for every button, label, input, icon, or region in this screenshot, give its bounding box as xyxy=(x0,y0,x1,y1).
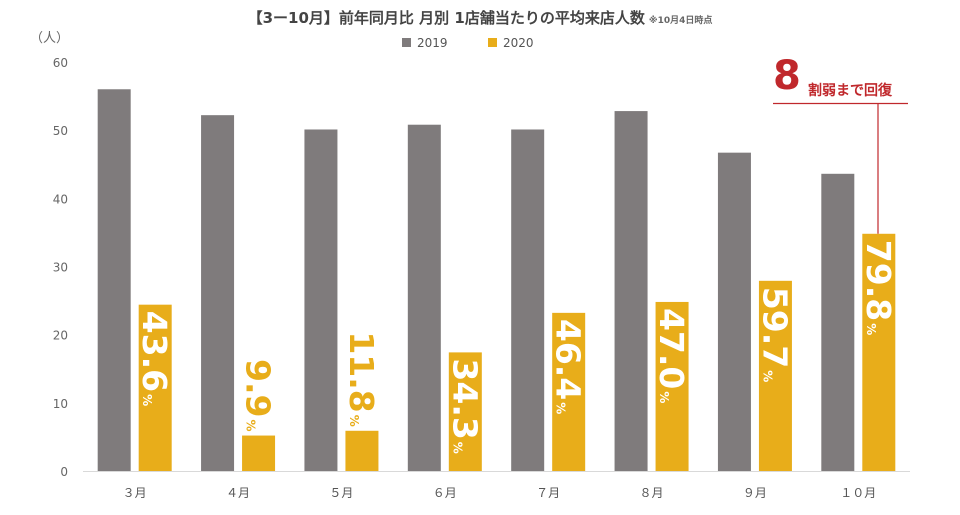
ratio-label-unit: % xyxy=(657,391,671,403)
x-tick-label: ３月 xyxy=(123,486,147,500)
bar-2020 xyxy=(242,435,276,471)
ratio-label: 43.6% xyxy=(135,311,174,406)
ratio-label: 11.8% xyxy=(342,331,381,426)
ratio-label: 47.0% xyxy=(652,308,691,403)
bar-2019 xyxy=(821,173,855,471)
ratio-label-unit: % xyxy=(347,415,361,427)
bar-2020 xyxy=(655,301,689,471)
y-tick-label: 40 xyxy=(53,192,68,206)
ratio-label-text: 43.6% xyxy=(135,311,174,406)
y-tick-label: 20 xyxy=(53,329,68,343)
legend-label: 2020 xyxy=(503,36,534,50)
legend-label: 2019 xyxy=(417,36,448,50)
bar-2019 xyxy=(201,115,235,472)
ratio-label-number: 46.4 xyxy=(549,319,588,400)
bar-2019 xyxy=(97,89,131,472)
bar-2020 xyxy=(862,233,896,471)
legend-swatch xyxy=(402,38,411,47)
ratio-label-number: 11.8 xyxy=(342,331,381,412)
recovery-callout: 8 割弱まで回復 xyxy=(773,53,908,234)
ratio-label-unit: % xyxy=(864,323,878,335)
bar-2019 xyxy=(304,129,338,472)
ratio-label-unit: % xyxy=(450,442,464,454)
legend: 2019 2020 xyxy=(402,36,534,50)
chart-title-note: ※10月4日時点 xyxy=(648,16,713,26)
x-axis: ３月 ４月 ５月 ６月 ７月 ８月 ９月 １０月 xyxy=(83,471,910,500)
y-tick-label: 30 xyxy=(53,261,68,275)
ratio-label-unit: % xyxy=(760,370,774,382)
x-tick-label: ６月 xyxy=(433,486,457,500)
chart-title: 【3ー10月】前年同月比 月別 1店舗当たりの平均来店人数 ※10月4日時点 xyxy=(0,7,960,28)
ratio-label: 79.8% xyxy=(859,240,898,335)
bar-2020 xyxy=(138,304,172,471)
ratio-label-number: 9.9 xyxy=(239,359,278,417)
y-tick-label: 60 xyxy=(53,56,68,70)
bar-2019 xyxy=(717,152,751,471)
ratio-label-number: 59.7 xyxy=(755,287,794,368)
y-axis: 0 10 20 30 40 50 60 xyxy=(53,56,68,479)
ratio-label-text: 46.4% xyxy=(549,319,588,414)
y-tick-label: 10 xyxy=(53,397,68,411)
bar-2020 xyxy=(552,312,586,471)
x-tick-label: １０月 xyxy=(840,486,876,500)
x-tick-label: ５月 xyxy=(329,486,353,500)
bar-2019 xyxy=(407,124,441,472)
ratio-label: 9.9% xyxy=(239,359,278,432)
ratio-label-text: 79.8% xyxy=(859,240,898,335)
x-tick-label: ８月 xyxy=(640,486,664,500)
y-axis-unit-label: （人） xyxy=(30,31,69,46)
bar-2019 xyxy=(614,111,648,471)
x-tick-label: ９月 xyxy=(743,486,767,500)
y-tick-label: 50 xyxy=(53,124,68,138)
ratio-label-number: 79.8 xyxy=(859,240,898,321)
callout-number: 8 xyxy=(773,53,801,99)
ratio-label: 34.3% xyxy=(445,358,484,453)
ratio-label-number: 43.6 xyxy=(135,311,174,392)
bar-2020 xyxy=(345,430,379,471)
ratio-label-number: 47.0 xyxy=(652,308,691,389)
ratio-label-unit: % xyxy=(554,402,568,414)
ratio-labels: 43.6% 9.9%11.8% 34.3%46.4%47.0%59.7%79.8% xyxy=(135,240,898,454)
x-tick-label: ７月 xyxy=(536,486,560,500)
ratio-label: 59.7% xyxy=(755,287,794,382)
ratio-label-text: 11.8% xyxy=(342,331,381,426)
ratio-label-text: 34.3% xyxy=(445,358,484,453)
x-tick-label: ４月 xyxy=(226,486,250,500)
bar-2019 xyxy=(511,129,545,472)
ratio-label-text: 59.7% xyxy=(755,287,794,382)
bars xyxy=(97,89,896,472)
y-tick-label: 0 xyxy=(60,465,68,479)
bar-2020 xyxy=(448,352,482,471)
callout-text: 割弱まで回復 xyxy=(808,82,893,99)
chart-title-text: 【3ー10月】前年同月比 月別 1店舗当たりの平均来店人数 xyxy=(247,9,645,27)
ratio-label-unit: % xyxy=(140,394,154,406)
legend-swatch xyxy=(488,38,497,47)
ratio-label-text: 9.9% xyxy=(239,359,278,432)
bar-2020 xyxy=(758,280,792,471)
ratio-label-unit: % xyxy=(244,420,258,432)
ratio-label: 46.4% xyxy=(549,319,588,414)
ratio-label-text: 47.0% xyxy=(652,308,691,403)
ratio-label-number: 34.3 xyxy=(445,358,484,439)
